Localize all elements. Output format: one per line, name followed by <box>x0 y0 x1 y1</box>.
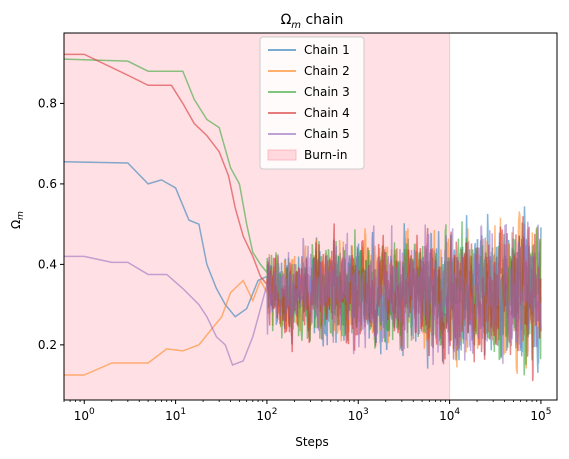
x-tick-label: 100 <box>74 407 95 423</box>
x-tick-label: 101 <box>165 407 186 423</box>
ylabel-subscript: m <box>16 211 26 220</box>
y-tick-label: 0.6 <box>38 177 57 191</box>
x-axis-ticks: 100 101 102 103 104 105 <box>63 400 551 423</box>
legend-label: Chain 4 <box>304 106 350 120</box>
x-axis-label: Steps <box>295 435 329 449</box>
series-layer <box>63 53 542 382</box>
x-tick-label: 103 <box>348 407 369 423</box>
y-tick-label: 0.8 <box>38 96 57 110</box>
legend: Chain 1 Chain 2 Chain 3 Chain 4 Chain 5 Burn-… <box>259 36 365 170</box>
legend-label: Chain 3 <box>304 85 350 99</box>
y-axis-ticks: 0.2 0.4 0.6 0.8 <box>38 96 64 352</box>
title-main: Ω <box>281 12 292 28</box>
plot-area <box>63 32 558 401</box>
series-line-chain-5 <box>64 221 542 366</box>
legend-label: Chain 5 <box>304 127 350 141</box>
legend-label: Chain 1 <box>304 43 350 57</box>
y-tick-label: 0.2 <box>38 338 57 352</box>
legend-swatch-burn-in <box>267 149 297 161</box>
title-subscript: m <box>291 20 301 31</box>
x-tick-label: 104 <box>439 407 460 423</box>
legend-label: Chain 2 <box>304 64 350 78</box>
y-tick-label: 0.4 <box>38 257 57 271</box>
y-axis-label: Ωm <box>9 211 26 229</box>
title-rest: chain <box>301 12 343 28</box>
ylabel-main: Ω <box>9 220 23 229</box>
x-tick-label: 105 <box>530 407 551 423</box>
x-tick-label: 102 <box>256 407 277 423</box>
legend-label: Burn-in <box>304 148 347 162</box>
chart-title: Ωm chain <box>281 12 344 31</box>
burn-in-region <box>63 32 451 401</box>
